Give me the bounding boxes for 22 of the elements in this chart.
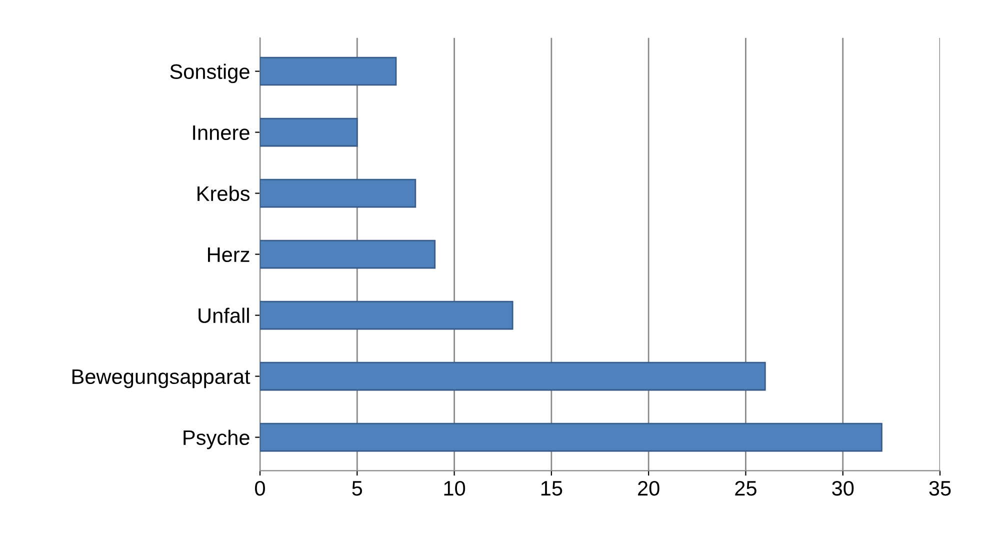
y-tick-label: Innere xyxy=(193,125,250,140)
y-tick-label: Unfall xyxy=(198,308,249,324)
x-tick-label: 5 xyxy=(352,481,362,496)
x-tick-label: 30 xyxy=(832,480,854,496)
x-tick-label: 25 xyxy=(735,480,756,496)
x-tick-label: 15 xyxy=(541,481,562,496)
y-tick-label: Bewegungsapparat xyxy=(72,369,250,388)
bar xyxy=(260,118,358,147)
y-tick-label: Psyche xyxy=(184,430,250,450)
bar xyxy=(260,178,416,208)
bar xyxy=(260,240,436,269)
x-tick-label: 0 xyxy=(255,480,265,496)
y-tick-label: Krebs xyxy=(198,186,250,202)
bar xyxy=(260,300,514,330)
x-tick-label: 20 xyxy=(638,480,660,496)
bar xyxy=(260,422,882,452)
bar xyxy=(260,362,766,391)
y-tick-label: Herz xyxy=(208,247,250,262)
y-tick-label: Sonstige xyxy=(170,64,250,84)
x-tick-label: 10 xyxy=(444,480,466,496)
bar xyxy=(260,56,397,86)
x-tick-label: 35 xyxy=(929,480,951,496)
